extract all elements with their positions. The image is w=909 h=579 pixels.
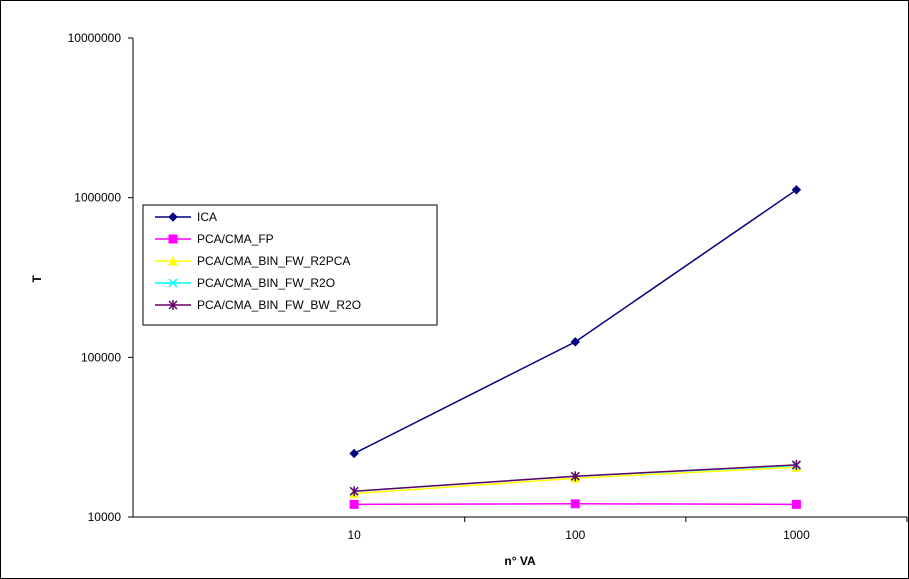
- y-tick-label: 10000: [88, 510, 122, 524]
- x-axis-title: n° VA: [504, 554, 536, 568]
- y-axis-title: T: [30, 275, 44, 283]
- data-point: [349, 499, 359, 509]
- series-pca-cma-bin-fw-bw-r2o: [349, 459, 801, 497]
- data-point: [570, 337, 580, 347]
- legend-item: PCA/CMA_BIN_FW_BW_R2O: [155, 298, 361, 312]
- data-point: [791, 185, 802, 195]
- x-tick-label: 1000: [783, 528, 810, 542]
- y-tick-label: 1000000: [74, 191, 121, 205]
- legend-swatch-marker: [168, 278, 178, 288]
- series-ica: [349, 185, 802, 459]
- data-point: [349, 448, 359, 459]
- x-tick-label: 10: [347, 528, 361, 542]
- y-tick-label: 10000000: [68, 31, 122, 45]
- legend-item: ICA: [155, 210, 217, 224]
- legend-swatch-marker: [168, 234, 178, 244]
- legend-item: PCA/CMA_BIN_FW_R2PCA: [155, 254, 350, 268]
- data-point: [570, 471, 580, 482]
- legend-item: PCA/CMA_FP: [155, 232, 274, 246]
- legend-label: ICA: [197, 210, 217, 224]
- data-point: [349, 486, 359, 497]
- x-tick-label: 100: [565, 528, 585, 542]
- legend-label: PCA/CMA_BIN_FW_R2PCA: [197, 254, 350, 268]
- legend-swatch-marker: [168, 300, 178, 310]
- axes: 10000000 1000000 100000 10000 10 100 1000: [68, 31, 908, 542]
- legend: ICA PCA/CMA_FP PCA/CMA_BIN_FW_R2PCA PCA/CMA…: [142, 204, 438, 326]
- data-point: [570, 499, 580, 509]
- legend-label: PCA/CMA_BIN_FW_R2O: [197, 276, 335, 290]
- data-point: [791, 499, 801, 509]
- y-tick-label: 100000: [81, 350, 121, 364]
- legend-swatch-marker: [168, 212, 178, 222]
- legend-box: [142, 204, 438, 326]
- series-layer: [349, 185, 802, 509]
- legend-item: PCA/CMA_BIN_FW_R2O: [155, 276, 335, 290]
- series-pca-cma-fp: [349, 499, 801, 509]
- legend-swatch-marker: [168, 255, 178, 266]
- legend-label: PCA/CMA_BIN_FW_BW_R2O: [197, 298, 361, 312]
- data-point: [791, 459, 801, 470]
- legend-label: PCA/CMA_FP: [197, 232, 274, 246]
